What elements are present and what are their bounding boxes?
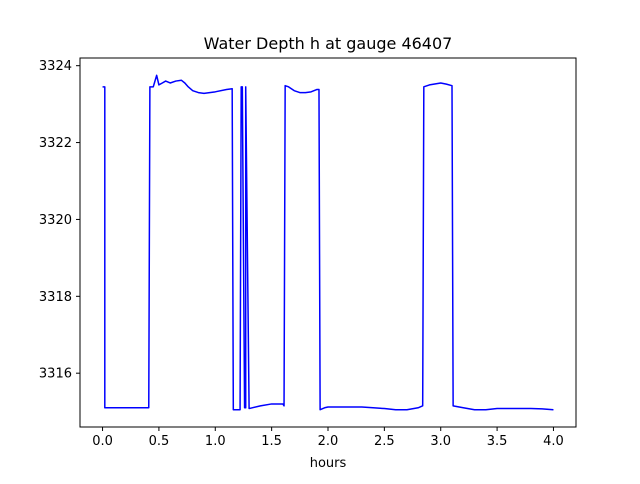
y-tick-label: 3318 [39, 290, 72, 305]
x-axis-label: hours [310, 456, 347, 471]
x-tick-label: 0.5 [149, 434, 170, 449]
y-tick-label: 3324 [39, 59, 72, 74]
x-tick-label: 2.0 [318, 434, 339, 449]
x-tick-label: 3.5 [487, 434, 508, 449]
x-axis-ticks: 0.0 0.5 1.0 1.5 2.0 2.5 3.0 3.5 4.0 [92, 427, 564, 449]
series-line-0 [102, 74, 554, 411]
y-tick-label: 3320 [39, 213, 72, 228]
plot-frame [79, 57, 577, 428]
chart-title: Water Depth h at gauge 46407 [204, 34, 453, 53]
x-tick-label: 2.5 [374, 434, 395, 449]
y-axis-ticks: 3316 3318 3320 3322 3324 [39, 59, 80, 382]
x-tick-label: 0.0 [92, 434, 113, 449]
x-tick-label: 1.0 [205, 434, 226, 449]
x-tick-label: 3.0 [430, 434, 451, 449]
y-tick-label: 3322 [39, 136, 72, 151]
x-tick-label: 4.0 [543, 434, 564, 449]
plot-area [80, 58, 576, 427]
series-layer [102, 74, 554, 411]
x-tick-label: 1.5 [261, 434, 282, 449]
y-tick-label: 3316 [39, 367, 72, 382]
